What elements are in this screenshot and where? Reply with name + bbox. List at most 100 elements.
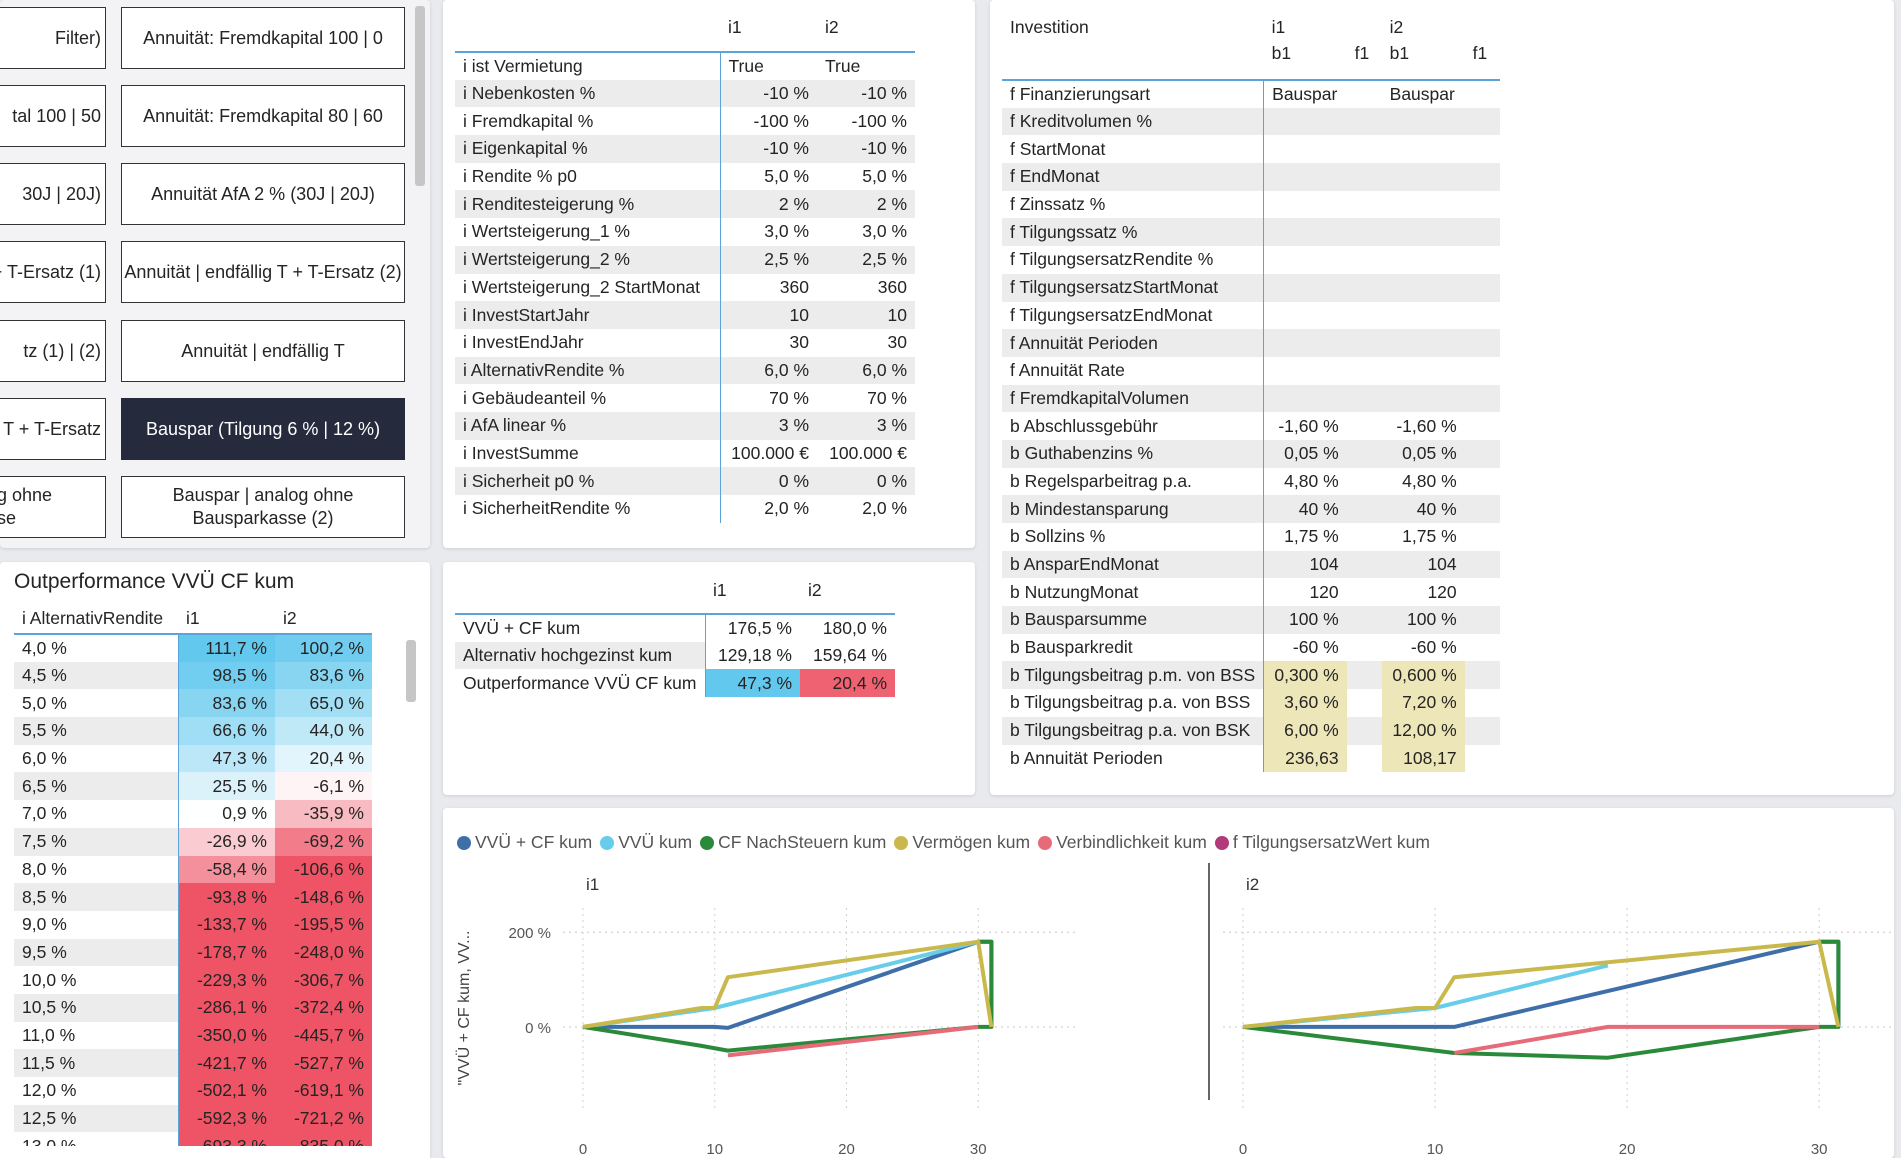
table-row[interactable]: 13,0 % -693,3 % -835,0 % xyxy=(14,1132,372,1146)
column-header[interactable]: i2 xyxy=(825,17,839,37)
table-row[interactable]: i AlternativRendite % 6,0 % 6,0 % xyxy=(455,356,915,385)
table-row[interactable]: i ist Vermietung True True xyxy=(455,52,915,80)
table-row[interactable]: i AfA linear % 3 % 3 % xyxy=(455,411,915,440)
table-row[interactable]: b NutzungMonat 120 120 xyxy=(1002,578,1500,607)
column-subheader[interactable]: b1 xyxy=(1389,43,1410,63)
table-row[interactable]: i Sicherheit p0 % 0 % 0 % xyxy=(455,467,915,495)
scenario-button[interactable]: Annuität: Fremdkapital 80 | 60 xyxy=(121,85,405,147)
table-row[interactable]: i Fremdkapital % -100 % -100 % xyxy=(455,107,915,136)
table-row[interactable]: 11,5 % -421,7 % -527,7 % xyxy=(14,1049,372,1077)
table-row[interactable]: VVÜ + CF kum 176,5 % 180,0 % xyxy=(455,614,895,642)
table-row[interactable]: 10,0 % -229,3 % -306,7 % xyxy=(14,966,372,994)
table-row[interactable]: 8,5 % -93,8 % -148,6 % xyxy=(14,883,372,911)
table-row[interactable]: b Sollzins % 1,75 % 1,75 % xyxy=(1002,523,1500,551)
table-row[interactable]: i Nebenkosten % -10 % -10 % xyxy=(455,79,915,108)
outperformance-scrollbar[interactable] xyxy=(406,640,416,702)
scenario-button[interactable]: Bauspar (Tilgung 6 % | 12 %) xyxy=(121,398,405,460)
scenario-button[interactable]: g ohne se xyxy=(0,476,106,538)
column-header[interactable]: i1 xyxy=(728,17,742,37)
scenario-button[interactable]: tz (1) | (2) xyxy=(0,320,106,382)
table-row[interactable]: b Bausparsumme 100 % 100 % xyxy=(1002,606,1500,634)
column-header[interactable]: i2 xyxy=(808,580,822,600)
table-row[interactable]: 6,0 % 47,3 % 20,4 % xyxy=(14,744,372,773)
table-row[interactable]: b AnsparEndMonat 104 104 xyxy=(1002,550,1500,579)
table-row[interactable]: i InvestSumme 100.000 € 100.000 € xyxy=(455,439,915,468)
table-row[interactable]: 4,5 % 98,5 % 83,6 % xyxy=(14,661,372,690)
table-row[interactable]: b Abschlussgebühr -1,60 % -1,60 % xyxy=(1002,412,1500,440)
table-row[interactable]: b Tilgungsbeitrag p.a. von BSK 6,00 % 12,0… xyxy=(1002,716,1500,745)
slicer-scrollbar[interactable] xyxy=(415,6,425,186)
table-row[interactable]: f FremdkapitalVolumen xyxy=(1002,384,1500,413)
table-row[interactable]: i Wertsteigerung_2 % 2,5 % 2,5 % xyxy=(455,245,915,274)
table-row[interactable]: f EndMonat xyxy=(1002,163,1500,191)
column-header[interactable]: i1 xyxy=(1271,17,1286,37)
table-row[interactable]: 4,0 % 111,7 % 100,2 % xyxy=(14,634,372,662)
scenario-button[interactable]: + T-Ersatz (1) xyxy=(0,241,106,303)
legend-item[interactable]: VVÜ kum xyxy=(600,832,692,853)
legend-item[interactable]: Vermögen kum xyxy=(894,832,1030,853)
column-header[interactable] xyxy=(1465,14,1500,41)
legend-item[interactable]: VVÜ + CF kum xyxy=(457,832,592,853)
column-header[interactable]: i1 xyxy=(186,608,200,628)
table-row[interactable]: 12,5 % -592,3 % -721,2 % xyxy=(14,1104,372,1133)
table-row[interactable]: i SicherheitRendite % 2,0 % 2,0 % xyxy=(455,495,915,523)
scenario-button[interactable]: Annuität AfA 2 % (30J | 20J) xyxy=(121,163,405,225)
table-row[interactable]: 9,0 % -133,7 % -195,5 % xyxy=(14,910,372,939)
table-row[interactable]: f TilgungsersatzEndMonat xyxy=(1002,301,1500,330)
table-row[interactable]: 7,0 % 0,9 % -35,9 % xyxy=(14,800,372,828)
table-row[interactable]: b Bausparkredit -60 % -60 % xyxy=(1002,633,1500,662)
table-row[interactable]: 8,0 % -58,4 % -106,6 % xyxy=(14,855,372,884)
column-subheader[interactable]: f1 xyxy=(1354,43,1370,63)
column-subheader[interactable]: b1 xyxy=(1271,43,1292,63)
scenario-button[interactable]: T + T-Ersatz xyxy=(0,398,106,460)
column-header[interactable]: i2 xyxy=(1389,17,1404,37)
table-row[interactable]: 12,0 % -502,1 % -619,1 % xyxy=(14,1077,372,1105)
table-row[interactable]: Outperformance VVÜ CF kum 47,3 % 20,4 % xyxy=(455,669,895,698)
column-subheader[interactable] xyxy=(1002,41,1264,80)
column-header[interactable] xyxy=(455,576,705,614)
column-header[interactable] xyxy=(455,14,720,52)
scenario-button[interactable]: Filter) xyxy=(0,7,106,69)
column-header[interactable]: Investition xyxy=(1010,17,1089,37)
table-row[interactable]: 10,5 % -286,1 % -372,4 % xyxy=(14,993,372,1022)
table-row[interactable]: f Finanzierungsart Bauspar Bauspar xyxy=(1002,80,1500,108)
series-line[interactable] xyxy=(582,939,994,1029)
legend-item[interactable]: CF NachSteuern kum xyxy=(700,832,886,853)
table-row[interactable]: b Guthabenzins % 0,05 % 0,05 % xyxy=(1002,439,1500,468)
table-row[interactable]: i Gebäudeanteil % 70 % 70 % xyxy=(455,384,915,412)
table-row[interactable]: i Wertsteigerung_2 StartMonat 360 360 xyxy=(455,273,915,302)
table-row[interactable]: 7,5 % -26,9 % -69,2 % xyxy=(14,827,372,856)
scenario-button[interactable]: Annuität: Fremdkapital 100 | 0 xyxy=(121,7,405,69)
table-row[interactable]: f StartMonat xyxy=(1002,135,1500,164)
table-row[interactable]: b Tilgungsbeitrag p.a. von BSS 3,60 % 7,20… xyxy=(1002,689,1500,717)
table-row[interactable]: 5,5 % 66,6 % 44,0 % xyxy=(14,717,372,745)
series-line[interactable] xyxy=(582,939,979,1029)
table-row[interactable]: 5,0 % 83,6 % 65,0 % xyxy=(14,689,372,718)
table-row[interactable]: Alternativ hochgezinst kum 129,18 % 159,64… xyxy=(455,641,895,670)
table-row[interactable]: 6,5 % 25,5 % -6,1 % xyxy=(14,772,372,801)
legend-item[interactable]: f TilgungsersatzWert kum xyxy=(1214,832,1430,853)
series-line[interactable] xyxy=(1242,939,1841,1029)
table-row[interactable]: b Annuität Perioden 236,63 108,17 xyxy=(1002,744,1500,773)
table-row[interactable]: i Renditesteigerung % 2 % 2 % xyxy=(455,190,915,219)
table-row[interactable]: f Zinssatz % xyxy=(1002,190,1500,219)
column-header[interactable]: i AlternativRendite xyxy=(22,608,164,628)
scenario-button[interactable]: tal 100 | 50 xyxy=(0,85,106,147)
table-row[interactable]: f TilgungsersatzStartMonat xyxy=(1002,273,1500,302)
series-line[interactable] xyxy=(1453,1024,1820,1055)
legend-item[interactable]: Verbindlichkeit kum xyxy=(1038,832,1207,853)
scenario-button[interactable]: Annuität | endfällig T + T-Ersatz (2) xyxy=(121,241,405,303)
scenario-button[interactable]: Bauspar | analog ohne Bausparkasse (2) xyxy=(121,476,405,538)
series-line[interactable] xyxy=(727,1024,979,1058)
table-row[interactable]: 11,0 % -350,0 % -445,7 % xyxy=(14,1021,372,1050)
table-row[interactable]: f Tilgungssatz % xyxy=(1002,218,1500,247)
scenario-button[interactable]: Annuität | endfällig T xyxy=(121,320,405,382)
scenario-button[interactable]: 30J | 20J) xyxy=(0,163,106,225)
table-row[interactable]: f TilgungsersatzRendite % xyxy=(1002,246,1500,274)
series-line[interactable] xyxy=(1243,939,1841,1029)
column-header[interactable] xyxy=(1347,14,1382,41)
table-row[interactable]: i InvestStartJahr 10 10 xyxy=(455,301,915,329)
table-row[interactable]: b Regelsparbeitrag p.a. 4,80 % 4,80 % xyxy=(1002,467,1500,496)
table-row[interactable]: 9,5 % -178,7 % -248,0 % xyxy=(14,938,372,967)
table-row[interactable]: f Annuität Perioden xyxy=(1002,329,1500,357)
